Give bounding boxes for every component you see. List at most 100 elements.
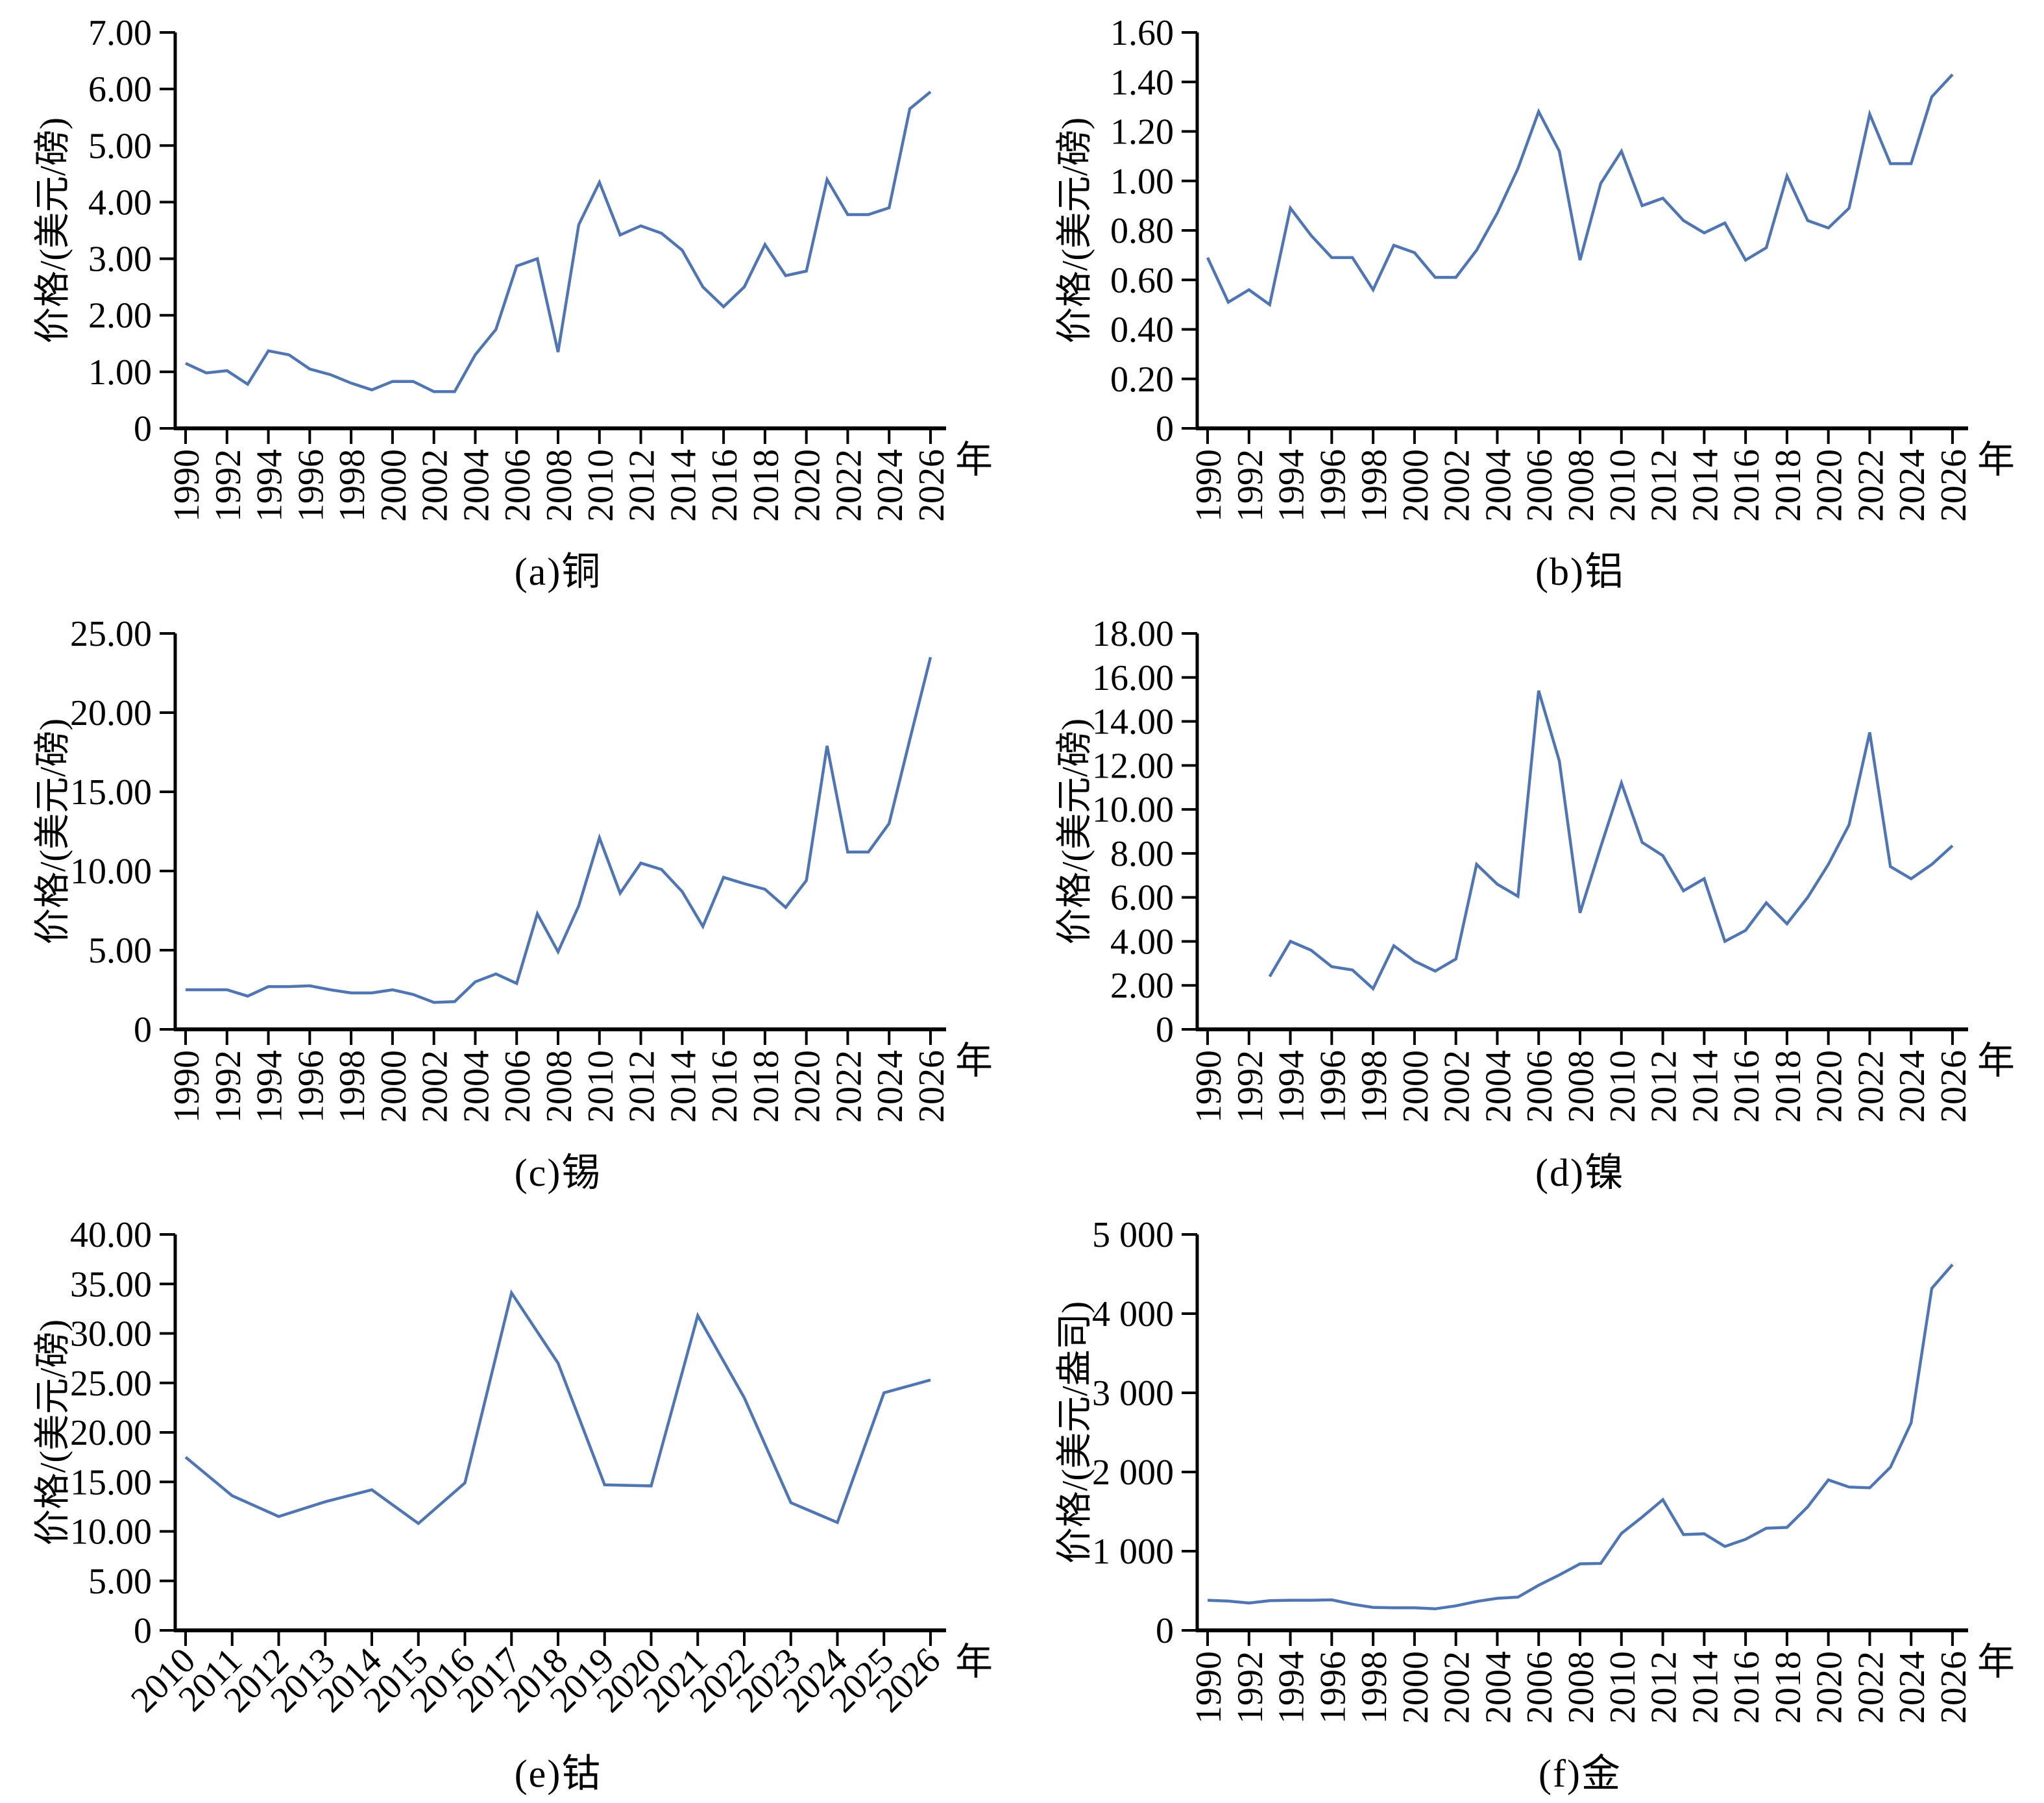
y-tick-label: 4.00	[88, 182, 152, 223]
y-tick-label: 2 000	[1092, 1453, 1174, 1493]
y-tick-label: 0.60	[1110, 260, 1174, 300]
x-tick-label: 2002	[1437, 1050, 1478, 1123]
x-tick-label: 2014	[1685, 1050, 1725, 1123]
x-tick-label: 2004	[1478, 1651, 1518, 1724]
y-tick-labels: 0 5.00 10.00 15.00 20.00 25.00	[70, 614, 175, 1050]
y-tick-label: 6.00	[88, 69, 152, 110]
x-tick-label: 2026	[1934, 1050, 1974, 1123]
x-tick-label: 1996	[1313, 449, 1353, 522]
x-tick-label: 2008	[1561, 1651, 1601, 1724]
x-tick-label: 2000	[1396, 449, 1436, 522]
x-tick-label: 2008	[539, 449, 579, 522]
x-tick-label: 2010	[1603, 449, 1643, 522]
y-axis-title: 价格/(美元/磅)	[1055, 718, 1095, 944]
x-tick-label: 2002	[1437, 449, 1478, 522]
x-tick-labels: 1990 1992 1994 1996 1998 2000 2002 2004 2006 2008…	[167, 1029, 952, 1123]
x-axis-unit-label: 年	[1977, 1040, 2015, 1082]
x-tick-label: 2006	[1520, 1050, 1560, 1123]
y-tick-label: 16.00	[1092, 658, 1174, 698]
x-tick-labels: 1990 1992 1994 1996 1998 2000 2002 2004 2006 2008…	[1189, 1029, 1974, 1123]
chart-nickel-panel: 0 2.00 4.00 6.00 8.00 10.00 12.00 14.00 16.00 18.…	[1022, 601, 2044, 1202]
y-tick-label: 1.00	[88, 352, 152, 393]
y-tick-label: 20.00	[70, 693, 152, 733]
x-tick-label: 2020	[1810, 1050, 1850, 1123]
y-tick-label: 5.00	[88, 1562, 152, 1602]
x-tick-label: 2024	[1892, 449, 1932, 522]
x-tick-label: 2010	[1603, 1651, 1643, 1724]
y-tick-label: 25.00	[70, 1364, 152, 1404]
x-tick-label: 1992	[1230, 1651, 1271, 1724]
y-tick-label: 20.00	[70, 1413, 152, 1453]
x-tick-label: 2024	[1892, 1651, 1932, 1724]
x-tick-label: 2014	[663, 449, 703, 522]
x-tick-label: 2024	[1892, 1050, 1932, 1123]
x-tick-label: 1990	[1189, 449, 1229, 522]
y-tick-label: 0	[134, 409, 152, 449]
y-tick-label: 8.00	[1110, 834, 1174, 874]
chart-aluminum-panel: 0 0.20 0.40 0.60 0.80 1.00 1.20 1.40 1.60 1990 199…	[1022, 0, 2044, 601]
x-tick-label: 2000	[374, 449, 414, 522]
x-tick-label: 1998	[1354, 449, 1394, 522]
x-tick-label: 2022	[1851, 1050, 1891, 1123]
x-tick-labels: 1990 1992 1994 1996 1998 2000 2002 2004 2006 2008…	[1189, 1630, 1974, 1724]
y-tick-labels: 02.004.006.008.0010.0012.0014.0016.0018.…	[1092, 614, 1197, 1050]
y-tick-label: 5.00	[88, 931, 152, 971]
x-tick-labels: 1990 1992 1994 1996 1998 2000 2002 2004 2006 2008…	[167, 428, 952, 522]
chart-caption-d: (d)镍	[1535, 1151, 1625, 1194]
y-tick-label: 18.00	[1092, 614, 1174, 654]
y-axis-title: 价格/(美元/盎司)	[1055, 1301, 1095, 1564]
x-tick-label: 1994	[1272, 1651, 1312, 1724]
x-tick-label: 1994	[250, 1050, 290, 1123]
x-tick-label: 1996	[291, 449, 331, 522]
y-tick-label: 3 000	[1092, 1373, 1174, 1414]
chart-caption-e: (e)钴	[514, 1752, 602, 1795]
x-tick-label: 1990	[1189, 1651, 1229, 1724]
x-tick-label: 1994	[1272, 449, 1312, 522]
x-tick-label: 2024	[870, 1050, 910, 1123]
x-tick-label: 2018	[746, 1050, 786, 1123]
x-tick-label: 2020	[788, 1050, 828, 1123]
y-tick-label: 0	[1156, 1611, 1174, 1651]
x-tick-label: 2018	[1768, 1651, 1808, 1724]
y-tick-label: 12.00	[1092, 746, 1174, 786]
cobalt-price-plot: 0 5.00 10.00 15.00 20.00 25.00 30.00 35.00 40.00…	[33, 1215, 993, 1720]
x-tick-label: 2008	[1561, 1050, 1601, 1123]
y-tick-label: 35.00	[70, 1264, 152, 1305]
chart-caption-f: (f)金	[1539, 1752, 1622, 1795]
y-tick-label: 3.00	[88, 239, 152, 280]
x-tick-label: 2014	[1685, 449, 1725, 522]
y-tick-label: 6.00	[1110, 878, 1174, 918]
x-tick-label: 2000	[1396, 1050, 1436, 1123]
x-tick-label: 2012	[622, 449, 663, 522]
x-tick-label: 2010	[581, 1050, 621, 1123]
x-tick-label: 2016	[1727, 1050, 1767, 1123]
x-tick-label: 2004	[1478, 1050, 1518, 1123]
x-tick-label: 2010	[581, 449, 621, 522]
x-tick-label: 1990	[1189, 1050, 1229, 1123]
y-tick-label: 14.00	[1092, 702, 1174, 742]
y-tick-label: 0.40	[1110, 310, 1174, 350]
x-tick-label: 1998	[1354, 1050, 1394, 1123]
y-tick-label: 0	[1156, 409, 1174, 449]
y-tick-label: 1.40	[1110, 62, 1174, 103]
y-tick-label: 10.00	[70, 852, 152, 892]
x-tick-label: 2008	[1561, 449, 1601, 522]
y-tick-labels: 0 0.20 0.40 0.60 0.80 1.00 1.20 1.40 1.60	[1110, 13, 1197, 449]
y-axis-title: 价格/(美元/磅)	[33, 718, 73, 944]
x-axis-unit-label: 年	[955, 439, 993, 481]
nickel-price-line	[1268, 690, 1954, 991]
x-tick-label: 1992	[1230, 1050, 1271, 1123]
gold-price-line	[1207, 1263, 1954, 1611]
y-tick-labels: 0 5.00 10.00 15.00 20.00 25.00 30.00 35.00 40.00	[70, 1215, 175, 1651]
x-tick-label: 1994	[250, 449, 290, 522]
x-tick-label: 2012	[622, 1050, 663, 1123]
x-tick-label: 2018	[1768, 449, 1808, 522]
x-tick-label: 2016	[1727, 449, 1767, 522]
aluminum-price-line	[1206, 73, 1954, 308]
x-tick-label: 2014	[1685, 1651, 1725, 1724]
tin-price-line	[186, 657, 932, 1004]
x-tick-label: 2010	[1603, 1050, 1643, 1123]
